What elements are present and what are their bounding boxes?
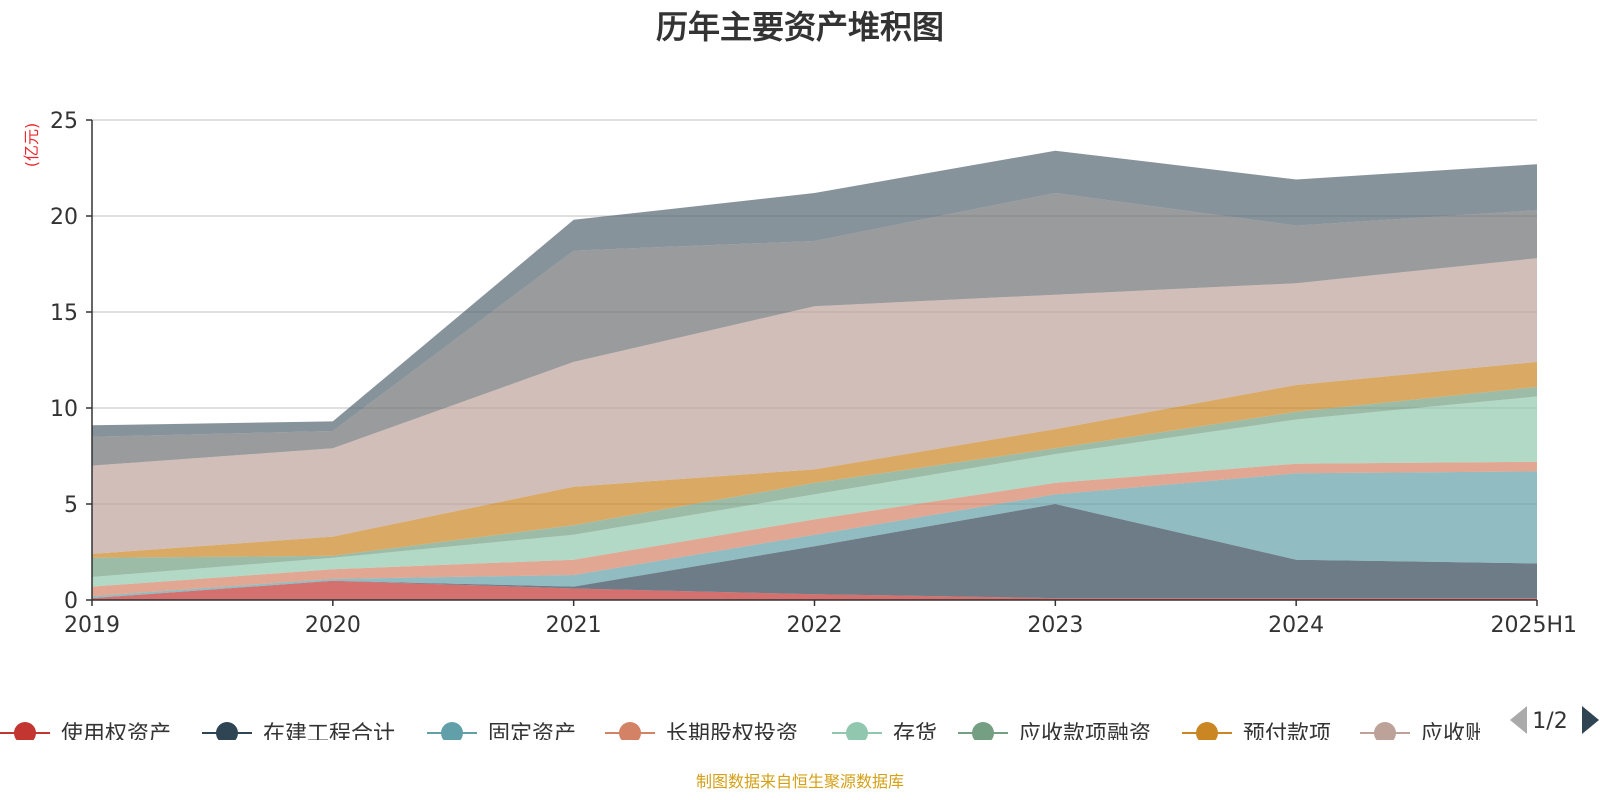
legend-label-4[interactable]: 存货 (893, 722, 937, 747)
y-tick-label-2: 10 (50, 397, 78, 422)
y-tick-label-3: 15 (50, 301, 78, 326)
legend-marker-3[interactable] (619, 722, 641, 744)
legend-marker-7[interactable] (1374, 722, 1396, 744)
area-series-7 (92, 258, 1537, 554)
legend-label-1[interactable]: 在建工程合计 (263, 722, 395, 747)
area-series-4 (92, 396, 1537, 587)
source-note: 制图数据来自恒生聚源数据库 (696, 772, 904, 791)
x-tick-label-5: 2024 (1268, 613, 1324, 638)
legend-prev-icon[interactable] (1510, 706, 1527, 734)
legend-marker-1[interactable] (216, 722, 238, 744)
legend-label-6[interactable]: 预付款项 (1243, 722, 1331, 747)
legend-label-7[interactable]: 应收账款 (1421, 722, 1509, 747)
area-series-1 (92, 504, 1537, 599)
area-series-8 (92, 193, 1537, 466)
area-series-2 (92, 471, 1537, 599)
legend-page-indicator: 1/2 (1532, 709, 1567, 734)
area-series (92, 150, 1537, 600)
legend-marker-0[interactable] (14, 722, 36, 744)
legend-label-2[interactable]: 固定资产 (488, 722, 576, 747)
x-tick-label-3: 2022 (787, 613, 843, 638)
x-tick-label-4: 2023 (1027, 613, 1083, 638)
area-series-6 (92, 361, 1537, 558)
y-axis-unit: (亿元) (22, 123, 41, 168)
x-tick-label-0: 2019 (64, 613, 120, 638)
legend-label-3[interactable]: 长期股权投资 (666, 722, 798, 747)
y-tick-label-4: 20 (50, 205, 78, 230)
x-tick-label-2: 2021 (546, 613, 602, 638)
legend-marker-2[interactable] (441, 722, 463, 744)
y-tick-label-5: 25 (50, 109, 78, 134)
y-tick-label-0: 0 (64, 589, 78, 614)
area-series-0 (92, 580, 1537, 600)
axes: 0 5 10 15 20 25 2019 2020 2021 2022 2023 2024 2025H1 (50, 109, 1577, 638)
area-series-9 (92, 150, 1537, 437)
chart-title: 历年主要资产堆积图 (656, 8, 944, 46)
legend-marker-6[interactable] (1196, 722, 1218, 744)
legend-pager: 1/2 (1510, 706, 1599, 734)
legend-label-5[interactable]: 应收款项融资 (1019, 722, 1151, 747)
legend-marker-5[interactable] (972, 722, 994, 744)
legend-next-icon[interactable] (1582, 706, 1599, 734)
y-tick-label-1: 5 (64, 493, 78, 518)
x-tick-label-1: 2020 (305, 613, 361, 638)
legend: 使用权资产 在建工程合计 固定资产 长期股权投资 存货 应收款项融资 预付款项 应收账款 (0, 722, 1509, 747)
area-series-3 (92, 461, 1537, 597)
area-series-5 (92, 386, 1537, 577)
x-tick-label-6: 2025H1 (1490, 613, 1577, 638)
legend-label-0[interactable]: 使用权资产 (61, 722, 171, 747)
legend-marker-4[interactable] (846, 722, 868, 744)
